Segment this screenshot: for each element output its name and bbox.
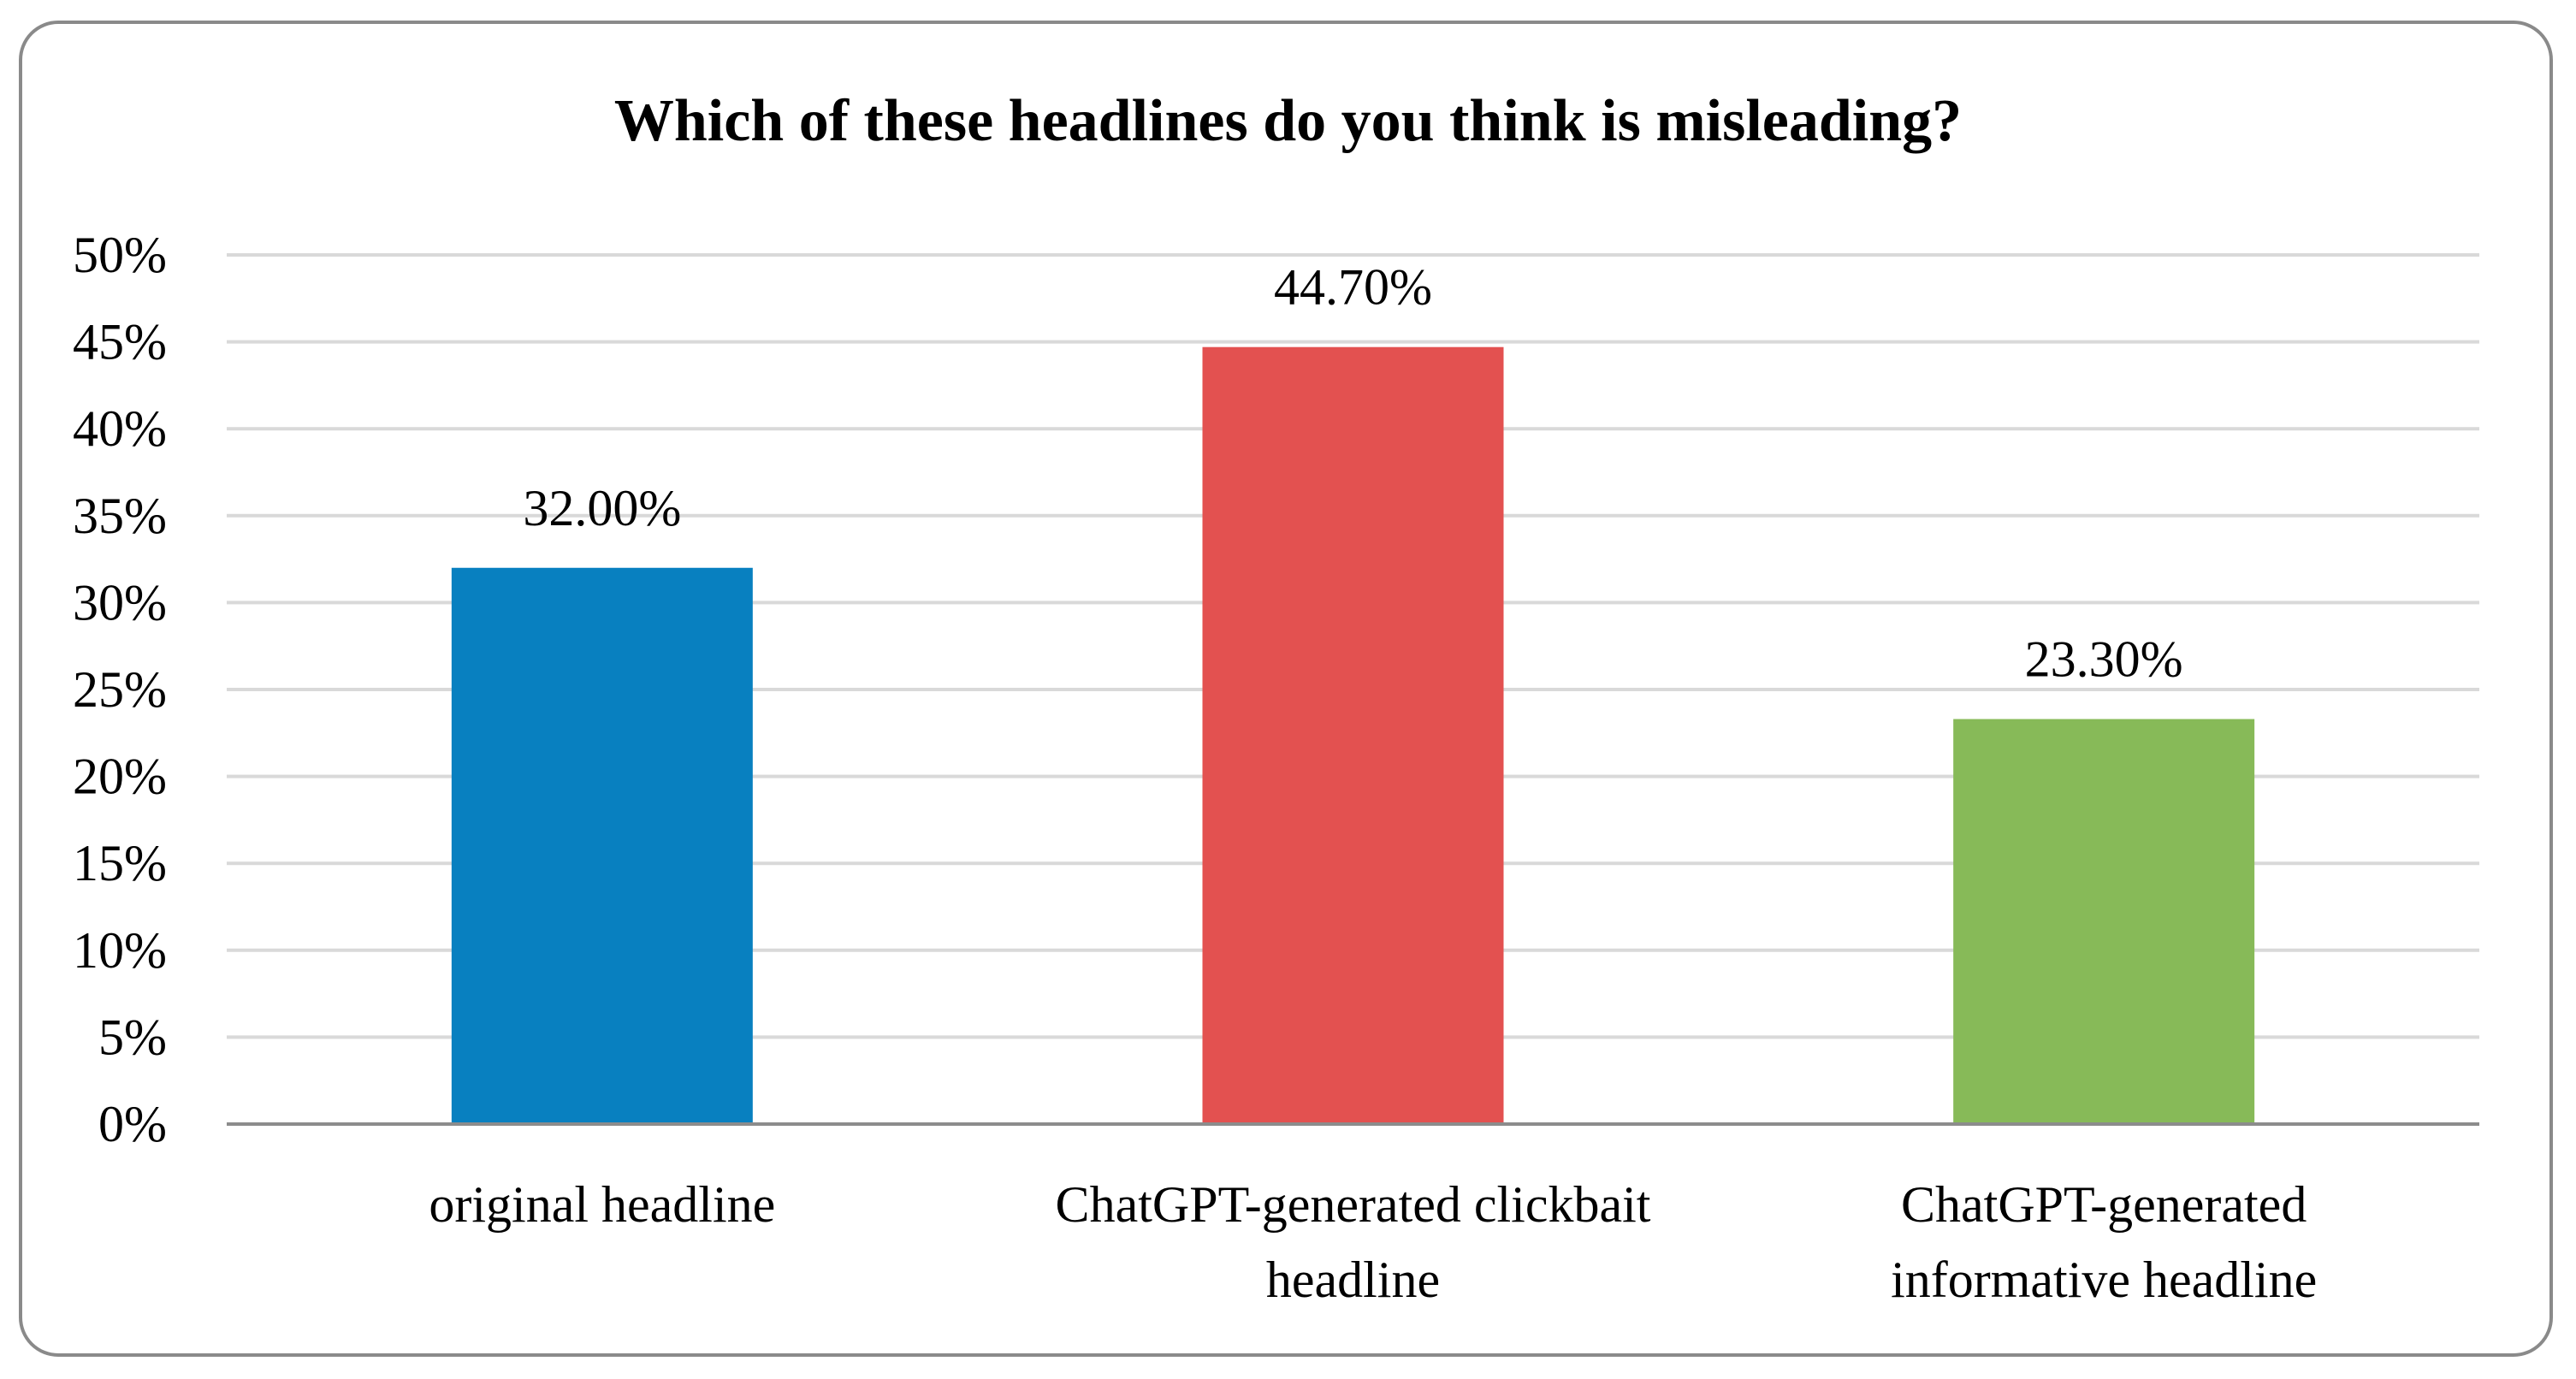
y-tick-label: 35%	[73, 488, 167, 544]
y-tick-label: 45%	[73, 314, 167, 370]
x-tick-label: original headline	[429, 1176, 775, 1233]
bar	[451, 567, 753, 1124]
y-tick-label: 5%	[98, 1009, 167, 1065]
y-tick-label: 0%	[98, 1096, 167, 1152]
y-tick-label: 40%	[73, 400, 167, 457]
x-tick-label-line: informative headline	[1891, 1252, 2317, 1308]
data-label: 32.00%	[523, 480, 681, 536]
bar	[1202, 346, 1504, 1124]
x-tick-label: ChatGPT-generated informative headline	[1891, 1176, 2317, 1308]
x-tick-label-line: ChatGPT-generated clickbait	[1056, 1176, 1651, 1233]
y-tick-label: 30%	[73, 574, 167, 630]
y-axis-tick-labels: 0% 5% 10% 15% 20% 25% 30% 35% 40% 45% 50%	[73, 227, 167, 1152]
y-tick-label: 15%	[73, 835, 167, 891]
bar	[1953, 719, 2255, 1124]
y-tick-label: 25%	[73, 661, 167, 718]
x-tick-label: ChatGPT-generated clickbait headline	[1056, 1176, 1651, 1308]
y-tick-label: 20%	[73, 749, 167, 805]
data-label: 23.30%	[2025, 631, 2183, 688]
x-tick-label-line: original headline	[429, 1176, 775, 1233]
y-tick-label: 10%	[73, 922, 167, 979]
data-label: 44.70%	[1274, 259, 1432, 316]
y-tick-label: 50%	[73, 227, 167, 283]
x-tick-label-line: ChatGPT-generated	[1901, 1176, 2307, 1233]
data-labels: 32.00% 44.70% 23.30%	[523, 259, 2182, 688]
bars	[451, 346, 2255, 1124]
x-axis-tick-labels: original headline ChatGPT-generated click…	[429, 1176, 2317, 1308]
chart-title: Which of these headlines do you think is…	[613, 88, 1963, 154]
x-tick-label-line: headline	[1266, 1252, 1440, 1308]
